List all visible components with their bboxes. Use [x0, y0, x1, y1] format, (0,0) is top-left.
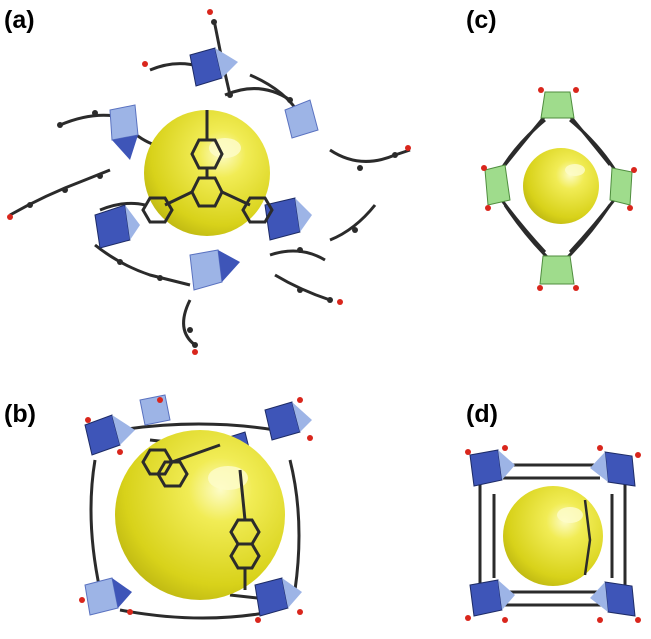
panel-d-sphere-highlight	[557, 507, 583, 523]
panel-b-central-linker	[141, 443, 261, 590]
panel-c-metal-clusters	[484, 91, 633, 285]
panel-d-pore-sphere	[503, 486, 603, 586]
panel-c-pore-sphere	[523, 148, 599, 224]
panel-a-framework	[7, 9, 411, 355]
panel-label-d: (d)	[466, 400, 498, 428]
panel-d-metal-clusters	[469, 449, 636, 617]
panel-d-framework	[465, 445, 641, 623]
panel-b-pore-sphere	[115, 430, 285, 600]
panel-label-c: (c)	[466, 6, 497, 34]
panel-label-b: (b)	[4, 400, 36, 428]
panel-c-framework	[481, 87, 637, 291]
panel-a-oxygen-atoms	[7, 9, 411, 355]
panel-d-oxygen-atoms	[465, 445, 641, 623]
panel-b-linkers	[89, 422, 301, 620]
panel-a-central-linker	[141, 110, 274, 224]
panel-b-oxygen-atoms	[79, 397, 313, 623]
panel-a-metal-clusters	[94, 47, 319, 291]
panel-b-sphere-highlight	[208, 466, 248, 490]
panel-label-a: (a)	[4, 6, 35, 34]
panel-b-framework	[79, 394, 313, 623]
panel-c-oxygen-atoms	[481, 87, 637, 291]
panel-d-front-linker	[583, 499, 592, 576]
panel-c-sphere-highlight	[565, 164, 585, 176]
